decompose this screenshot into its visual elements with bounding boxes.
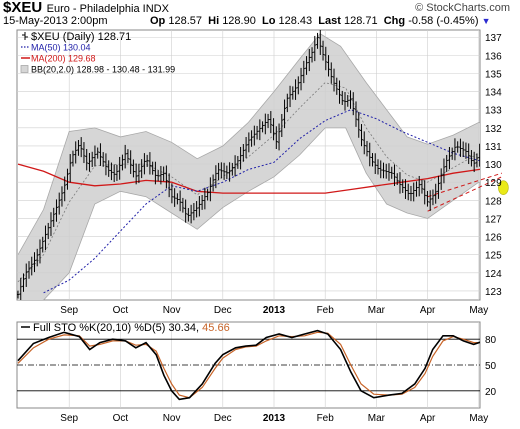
trendline-2 [427,172,502,198]
y-tick-label: 124 [485,269,502,280]
sto-x-tick-label: Oct [113,413,129,424]
change-label: Chg [383,15,406,27]
sto-x-tick-label: May [469,413,488,424]
bb-upper-line [17,33,480,255]
ohlc-bars [17,30,480,300]
chevron-down-icon: ▼ [481,16,491,26]
y-tick-label: 131 [485,142,502,153]
sto-x-tick-label: Dec [214,413,232,424]
y-tick-label: 128 [485,196,502,207]
y-tick-label: 126 [485,233,502,244]
sto-x-tick-label: Nov [163,413,181,424]
last-label: Last [318,15,341,27]
sto-y-tick-label: 20 [485,387,497,398]
y-tick-label: 130 [485,160,502,171]
watermark: © StockCharts.com [415,2,510,14]
symbol: $XEU [3,0,43,16]
sto-legend-label: Full STO %K(20,10) %D(5) 30.34, 45.66 [33,322,230,334]
y-tick-label: 136 [485,51,502,62]
instrument-name: Euro - Philadelphia INDX [46,3,169,15]
sto-y-tick-label: 80 [485,335,497,346]
main-gridlines [17,30,480,300]
x-tick-label: Mar [368,305,386,316]
y-tick-label: 133 [485,106,502,117]
y-tick-label: 127 [485,214,502,225]
quote-bar: 15-May-2013 2:00pm [3,15,108,27]
legend-entry: $XEU (Daily) 128.71 [31,31,131,43]
x-tick-label: 2013 [263,305,286,316]
y-tick-label: 132 [485,124,502,135]
bollinger-band-fill [18,33,480,300]
sto-x-tick-label: Sep [60,413,78,424]
legend-entry: BB(20,2.0) 128.98 - 130.48 - 131.99 [31,65,175,75]
x-tick-label: Dec [214,305,232,316]
ma200-line [17,163,480,194]
quote-values: Op 128.57 Hi 128.90 Lo 128.43 Last 128.7… [150,15,490,27]
bb-lower-line [42,127,480,300]
legend-swatch-bb [20,65,29,73]
quote-datetime: 15-May-2013 2:00pm [3,15,108,27]
sto-x-tick-label: Feb [317,413,335,424]
sto-x-tick-label: Mar [368,413,386,424]
y-tick-label: 134 [485,88,502,99]
sto-y-tick-label: 50 [485,361,497,372]
y-tick-label: 137 [485,33,502,44]
last-price-highlight [498,180,509,195]
x-tick-label: Feb [317,305,335,316]
y-tick-label: 123 [485,287,502,298]
open-label: Op [150,15,166,27]
legend-entry: MA(50) 130.04 [31,43,91,53]
sto-x-tick-label: Apr [420,413,436,424]
x-tick-label: Oct [113,305,129,316]
y-tick-label: 125 [485,251,502,262]
y-tick-label: 135 [485,69,502,80]
low-value: 128.43 [278,15,313,27]
x-tick-label: May [469,305,488,316]
sto-k-line [17,329,480,401]
header-title: $XEU Euro - Philadelphia INDX [3,0,169,17]
change-value: -0.58 (-0.45%) [408,15,479,27]
open-value: 128.57 [168,15,202,27]
y-tick-label: 129 [485,178,502,189]
last-value: 128.71 [343,15,378,27]
sto-d-line [17,331,480,399]
legend-entry: MA(200) 129.68 [31,54,96,64]
high-label: Hi [208,15,220,27]
sto-x-tick-label: 2013 [263,413,286,424]
x-tick-label: Sep [60,305,78,316]
ma50-line [43,109,480,294]
low-label: Lo [261,15,276,27]
x-tick-label: Nov [163,305,181,316]
x-tick-label: Apr [420,305,436,316]
sto-k-value: 30.34, [169,322,203,334]
high-value: 128.90 [222,15,256,27]
sto-d-value: 45.66 [202,322,230,334]
